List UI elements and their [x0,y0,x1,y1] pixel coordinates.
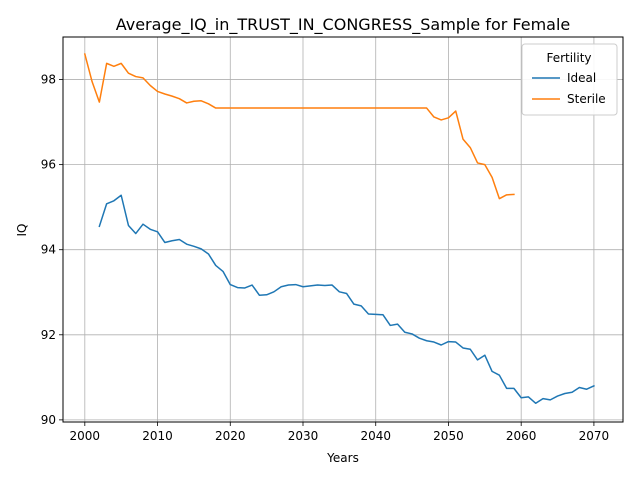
y-tick-label: 98 [41,73,56,87]
y-tick-label: 96 [41,158,56,172]
legend: Fertility Ideal Sterile [521,43,618,116]
legend-label-sterile: Sterile [567,92,606,106]
x-tick-label: 2030 [288,429,319,443]
legend-label-ideal: Ideal [567,71,596,85]
x-tick-label: 2010 [142,429,173,443]
x-tick-label: 2000 [70,429,101,443]
y-tick-label: 90 [41,413,56,427]
x-axis-label: Years [326,451,359,465]
legend-box [521,43,618,116]
x-tick-label: 2070 [579,429,610,443]
legend-title: Fertility [546,51,591,65]
series-line-ideal [98,194,595,405]
x-tick-label: 2020 [215,429,246,443]
x-tick-label: 2040 [360,429,391,443]
plot-frame [62,36,624,423]
axis-layer: 2000 2010 2020 2030 2040 2050 2060 2070 90 92 94 96… [41,73,609,443]
y-axis-label: IQ [15,224,29,237]
series-line-sterile [83,53,515,200]
x-tick-label: 2050 [433,429,464,443]
series-layer [83,53,595,405]
y-tick-label: 92 [41,328,56,342]
x-tick-label: 2060 [506,429,537,443]
y-tick-label: 94 [41,243,56,257]
chart-title: Average_IQ_in_TRUST_IN_CONGRESS_Sample f… [116,15,571,35]
